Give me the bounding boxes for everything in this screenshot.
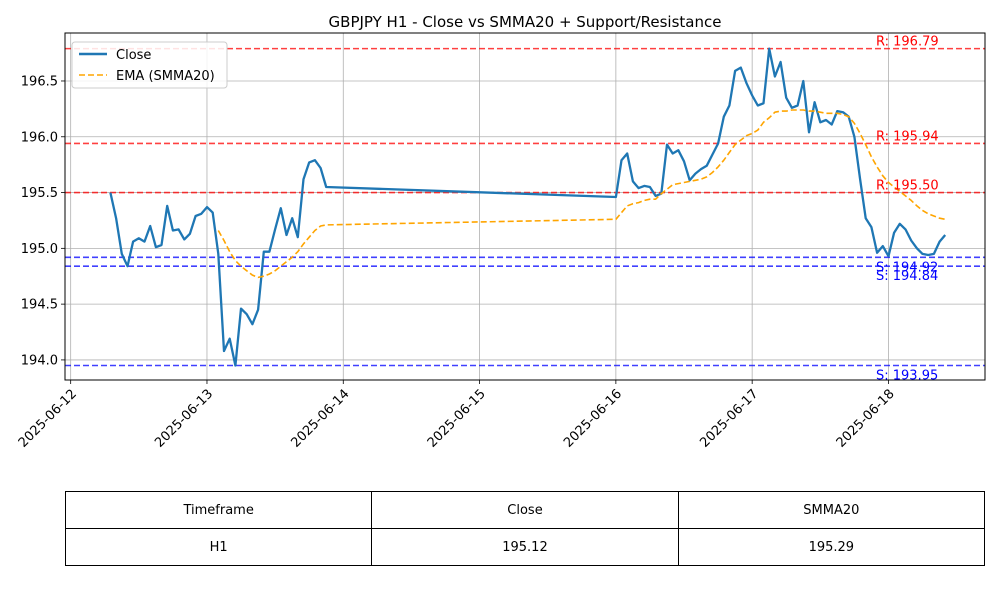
table-header-cell: Timeframe: [64, 491, 373, 529]
table-header-cell: SMMA20: [677, 491, 986, 529]
legend-label-close: Close: [116, 48, 151, 63]
x-tick-label: 2025-06-12: [16, 387, 80, 451]
series-line-close: [109, 47, 947, 367]
resistance-level-label: R: 195.50: [876, 179, 939, 194]
y-tick-label: 196.0: [21, 130, 58, 145]
x-axis: 2025-06-12 2025-06-13 2025-06-14 2025-06-15…: [16, 380, 898, 451]
y-tick-label: 196.5: [21, 74, 58, 89]
support-level-label: S: 194.92: [876, 260, 938, 275]
y-tick-label: 195.5: [21, 186, 58, 201]
table-row: H1 195.12 195.29: [64, 528, 986, 566]
legend: Close EMA (SMMA20): [71, 41, 228, 89]
table-cell-smma20: 195.29: [677, 528, 986, 566]
x-tick-label: 2025-06-13: [152, 387, 216, 451]
legend-frame: [71, 41, 228, 89]
y-axis: 194.0 194.5 195.0 195.5 196.0 196.5: [21, 74, 65, 368]
table-header-row: Timeframe Close SMMA20: [64, 491, 986, 529]
table-cell-timeframe: H1: [64, 528, 373, 566]
support-level-label: S: 193.95: [876, 368, 938, 383]
x-tick-label: 2025-06-18: [834, 387, 898, 451]
resistance-level-label: R: 195.94: [876, 129, 939, 144]
chart-title: GBPJPY H1 - Close vs SMMA20 + Support/Re…: [329, 13, 722, 31]
series-lines: [109, 47, 947, 367]
table-header-cell: Close: [371, 491, 679, 529]
x-tick-label: 2025-06-15: [425, 387, 489, 451]
table-cell-close: 195.12: [371, 528, 679, 566]
summary-table: Timeframe Close SMMA20 H1 195.12 195.29: [64, 491, 986, 566]
support-resistance-levels: [65, 47, 985, 367]
resistance-level-label: R: 196.79: [876, 35, 939, 50]
plot-area-frame: [64, 32, 986, 381]
y-tick-label: 195.0: [21, 242, 58, 257]
y-tick-label: 194.0: [21, 353, 58, 368]
support-level-label: S: 194.84: [876, 269, 938, 284]
legend-label-smma20: EMA (SMMA20): [116, 69, 215, 84]
y-tick-label: 194.5: [21, 298, 58, 313]
x-tick-label: 2025-06-17: [697, 387, 761, 451]
x-tick-label: 2025-06-16: [561, 387, 625, 451]
x-tick-label: 2025-06-14: [288, 387, 352, 451]
level-labels: R: 196.79R: 195.94R: 195.50S: 194.92S: 1…: [876, 35, 939, 384]
series-line-smma20: [217, 109, 946, 279]
